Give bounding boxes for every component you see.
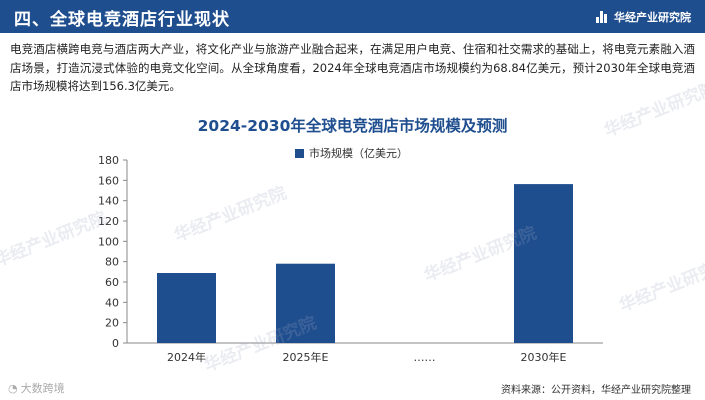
y-tick-label: 180 xyxy=(98,154,119,167)
y-tick-label: 80 xyxy=(105,256,119,269)
y-tick-label: 120 xyxy=(98,215,119,228)
corner-watermark: ◔ 大数跨境 xyxy=(8,380,65,396)
y-tick-label: 140 xyxy=(98,195,119,208)
y-tick-label: 60 xyxy=(105,276,119,289)
legend-swatch xyxy=(295,148,304,158)
legend-label: 市场规模（亿美元） xyxy=(309,147,408,160)
brand: 华经产业研究院 xyxy=(596,9,691,25)
bar xyxy=(157,273,216,343)
y-tick-label: 160 xyxy=(98,174,119,187)
corner-watermark-icon: ◔ xyxy=(8,381,18,395)
x-tick-label: …… xyxy=(414,351,436,364)
intro-paragraph: 电竞酒店横跨电竞与酒店两大产业，将文化产业与旅游产业融合起来，在满足用户电竞、住… xyxy=(10,42,695,93)
x-tick-label: 2024年 xyxy=(167,350,206,364)
chart-legend: 市场规模（亿美元） xyxy=(295,145,408,161)
x-tick-label: 2025年E xyxy=(283,350,329,364)
x-tick-label: 2030年E xyxy=(521,350,567,364)
chart-title: 2024-2030年全球电竞酒店市场规模及预测 xyxy=(197,117,508,135)
brand-logo-icon xyxy=(596,11,608,23)
y-tick-label: 0 xyxy=(112,337,119,350)
source-note: 资料来源：公开资料，华经产业研究院整理 xyxy=(501,385,691,396)
y-tick-label: 40 xyxy=(105,296,119,309)
y-tick-label: 20 xyxy=(105,317,119,330)
brand-name: 华经产业研究院 xyxy=(614,11,691,24)
y-tick-label: 100 xyxy=(98,235,119,248)
section-title: 四、全球电竞酒店行业现状 xyxy=(14,10,230,30)
bar xyxy=(276,263,335,343)
header-bar: 四、全球电竞酒店行业现状 华经产业研究院 xyxy=(0,0,705,33)
corner-watermark-text: 大数跨境 xyxy=(20,382,65,395)
bar xyxy=(514,184,573,343)
